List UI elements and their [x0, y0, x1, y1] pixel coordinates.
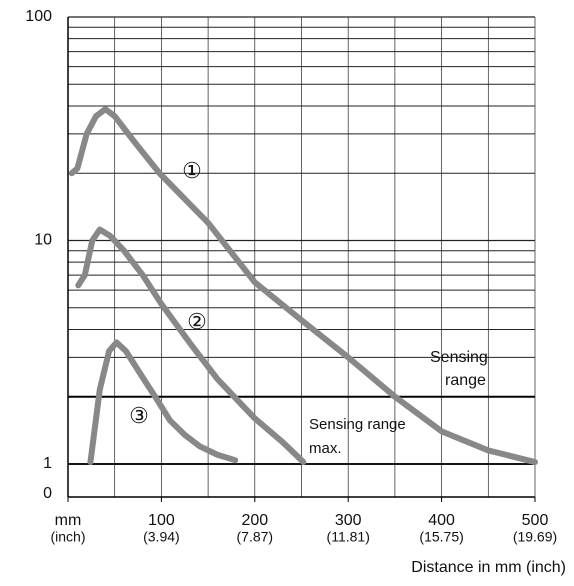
- x-tick-sublabel: (7.87): [237, 529, 274, 545]
- annotation: Sensing: [430, 349, 488, 366]
- x-tick-label: 100: [148, 512, 175, 529]
- curve: [68, 106, 538, 466]
- x-tick-sublabel: (15.75): [419, 529, 463, 545]
- curve: [75, 226, 307, 466]
- x-tick-label: 200: [241, 512, 268, 529]
- x-axis-label: Distance in mm (inch): [411, 559, 566, 576]
- curve: [87, 339, 239, 466]
- curve-label: ②: [187, 309, 207, 334]
- annotation: max.: [309, 440, 342, 457]
- annotation: range: [445, 372, 486, 389]
- curve-label: ③: [129, 403, 149, 428]
- x-tick-label: mm: [55, 512, 82, 529]
- x-tick-sublabel: (19.69): [513, 529, 557, 545]
- annotation: Sensing range: [309, 416, 406, 433]
- y-floor-label: 0: [43, 485, 52, 502]
- y-tick-label: 1: [43, 455, 52, 472]
- x-tick-label: 400: [428, 512, 455, 529]
- x-tick-sublabel: (11.81): [327, 529, 370, 545]
- x-tick-label: 300: [335, 512, 362, 529]
- curve-label: ①: [182, 158, 202, 183]
- x-tick-sublabel: (inch): [50, 529, 85, 545]
- x-tick-label: 500: [522, 512, 549, 529]
- y-tick-label: 100: [25, 8, 52, 25]
- y-tick-label: 10: [34, 232, 52, 249]
- x-tick-sublabel: (3.94): [143, 529, 180, 545]
